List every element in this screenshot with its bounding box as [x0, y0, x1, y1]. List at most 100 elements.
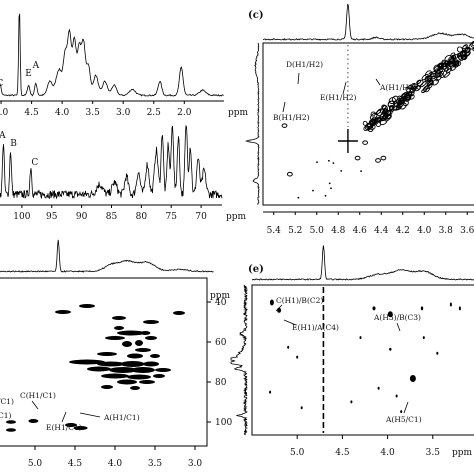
hmbc-cross-peak — [422, 336, 425, 340]
hsqc-peak-label: A(H1/C1) — [103, 413, 140, 422]
hmbc-arrow — [403, 401, 409, 414]
h1-tick-label: 3.5 — [86, 108, 101, 118]
hmbc-cross-peak — [387, 311, 393, 318]
c13-axis-label: ppm — [226, 212, 247, 222]
cosy-cross-peak — [286, 171, 293, 177]
cosy-diagonal-peak — [370, 111, 376, 117]
cosy-minor-peak — [324, 194, 327, 197]
cosy-diagonal-peak — [395, 98, 402, 105]
cosy-diagonal-peak — [421, 87, 428, 94]
h1-tick-label: 2.5 — [147, 108, 162, 118]
c13-peak-label-C: C — [31, 158, 38, 168]
hsqc-cross-peak — [79, 304, 95, 308]
hsqc-top-projection — [0, 239, 214, 273]
panel-label-c: (c) — [248, 10, 264, 21]
cosy-diagonal-peak — [470, 40, 474, 48]
cosy-cross-peak — [281, 123, 288, 128]
cosy-diagonal-peak — [447, 60, 452, 65]
cosy-diagonal-peak — [410, 88, 416, 94]
cosy-frame — [262, 42, 474, 206]
panel-label-e: (e) — [248, 264, 264, 275]
hsqc-cross-peak — [65, 423, 77, 427]
cosy-diagonal-peak — [452, 59, 460, 66]
cosy-diagonal-peak — [463, 50, 471, 58]
cosy-diagonal-peak — [402, 93, 411, 101]
hsqc-x-tick-label: 5.0 — [28, 459, 43, 469]
hmbc-arrow — [396, 322, 401, 332]
cosy-diagonal-peak — [421, 73, 429, 81]
hmbc-peak-label: A(H5/C1) — [385, 415, 422, 424]
h1-peak-label-C: C — [0, 79, 3, 89]
cosy-tick-label: 5.4 — [267, 226, 282, 236]
hmbc-arrow — [275, 304, 283, 312]
hmbc-frame — [251, 284, 474, 436]
c13-tick-label: 75 — [166, 212, 178, 222]
cosy-tick-label: 4.8 — [331, 226, 346, 236]
hmbc-x-tick-label: 4.5 — [335, 448, 350, 458]
hmbc-cross-peak — [400, 410, 403, 414]
cosy-tick-label: 5.2 — [288, 226, 302, 236]
hsqc-cross-peak — [155, 368, 171, 372]
cosy-minor-peak — [332, 162, 335, 165]
hsqc-cross-peak — [135, 348, 151, 352]
hmbc-peak-label: A(H3)/B(C3) — [373, 313, 421, 322]
hmbc-cross-peak — [377, 386, 380, 390]
hsqc-x-tick-label: 3.5 — [148, 459, 163, 469]
c13-tick-label: 95 — [46, 212, 58, 222]
hsqc-y-axis-label: ppm — [210, 291, 231, 301]
hsqc-cross-peak — [120, 361, 145, 367]
cosy-diagonal-peak — [428, 72, 434, 78]
h1-trace — [0, 13, 224, 97]
cosy-diagonal-peak — [388, 97, 396, 105]
hsqc-peak-label: C1) — [0, 411, 12, 420]
hmbc-x-tick-label: 4.0 — [380, 448, 395, 458]
cosy-minor-peak — [360, 170, 362, 173]
cosy-arrow — [375, 78, 381, 86]
h1-spectrum: 5.0 4.5 4.0 3.5 3.0 2.5 2.0 ppm C EA — [0, 13, 249, 118]
h1-tick-label: 4.5 — [24, 108, 39, 118]
hmbc-cross-peak — [436, 351, 439, 355]
cosy-peak-label: A(H1/H2) — [379, 83, 416, 92]
hsqc-cross-peak — [55, 310, 71, 314]
cosy-diagonal-peak — [380, 116, 387, 122]
hsqc-cross-peak — [122, 341, 132, 347]
h1-tick-label: 2.0 — [177, 108, 192, 118]
hsqc-y-tick-label: 80 — [215, 378, 227, 388]
hmbc-cross-peak — [269, 299, 274, 306]
hmbc-cross-peak — [372, 306, 376, 311]
cosy-left-projection — [245, 42, 260, 205]
cosy-arrow — [282, 101, 286, 113]
cosy-diagonal-peak — [382, 113, 389, 120]
hmbc-cross-peak — [296, 355, 299, 359]
hmbc-cross-peak — [269, 390, 272, 394]
hmbc-cross-peak — [287, 345, 290, 349]
hsqc-peak-label: E(H1/C1) — [46, 423, 82, 432]
cosy-diagonal-peak — [423, 85, 431, 93]
cosy-diagonal-peak — [411, 86, 416, 90]
hsqc-arrow — [61, 411, 67, 423]
hmbc-cross-peak — [458, 306, 461, 311]
hsqc-cross-peak — [143, 361, 159, 367]
cosy-diagonal-peak — [456, 46, 463, 53]
hmbc-peak-label: E(H1)/A(C4) — [292, 323, 339, 332]
cosy-diagonal-peak — [433, 65, 441, 73]
hsqc-cross-peak — [117, 330, 145, 336]
hmbc-x-tick-label: 3.5 — [426, 448, 441, 458]
hsqc-cross-peak — [127, 374, 151, 380]
cosy-diagonal-peak — [392, 105, 398, 111]
cosy-minor-peak — [328, 159, 330, 162]
hmbc-cross-peak — [389, 347, 392, 351]
cosy-diagonal-peak — [381, 104, 387, 110]
cosy-diagonal-peak — [371, 116, 376, 121]
h1-tick-label: 3.0 — [116, 108, 131, 118]
hsqc-cross-peak — [173, 311, 185, 315]
cosy-cross-peak — [380, 155, 387, 161]
cosy-diagonal-peak — [416, 79, 424, 87]
cosy-minor-peak — [340, 170, 343, 172]
cosy-diagonal-peak — [399, 95, 407, 103]
h1-tick-label: 5.0 — [0, 108, 8, 118]
hsqc-cross-peak — [140, 331, 151, 335]
cosy-tick-label: 5.0 — [310, 226, 325, 236]
hsqc-cross-peak — [97, 352, 117, 356]
hsqc-x-tick-label: 4.5 — [68, 459, 83, 469]
